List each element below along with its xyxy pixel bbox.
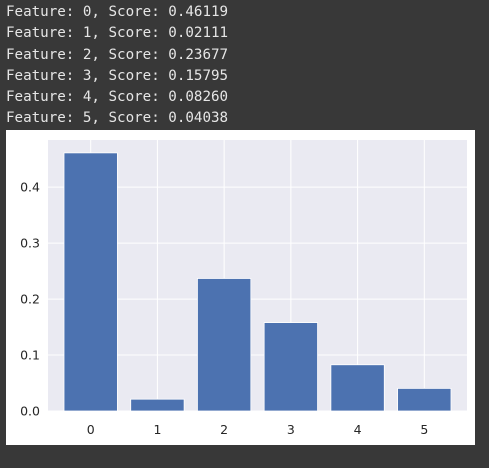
- bar-chart-svg: 0.0 0.1 0.2 0.3 0.4 0 1 2 3 4 5: [20, 140, 467, 437]
- x-axis-ticks: 0 1 2 3 4 5: [87, 422, 429, 437]
- feature-importance-chart: 0.0 0.1 0.2 0.3 0.4 0 1 2 3 4 5: [6, 130, 475, 445]
- plot-area: [48, 140, 467, 411]
- y-tick-label: 0.4: [20, 180, 40, 195]
- console-line: Feature: 3, Score: 0.15795: [6, 67, 229, 84]
- y-tick-label: 0.0: [20, 404, 40, 419]
- console-line: Feature: 4, Score: 0.08260: [6, 89, 229, 106]
- bar-feature-1: [130, 398, 185, 412]
- y-tick-label: 0.1: [20, 348, 40, 363]
- bar-feature-5: [397, 387, 452, 412]
- x-tick-label: 0: [87, 422, 95, 437]
- y-tick-label: 0.3: [20, 236, 40, 251]
- x-tick-label: 5: [420, 422, 428, 437]
- y-tick-label: 0.2: [20, 292, 40, 307]
- bars: [63, 152, 452, 412]
- console-output: Feature: 0, Score: 0.46119 Feature: 1, S…: [6, 2, 228, 130]
- bar-feature-3: [263, 322, 318, 412]
- console-line: Feature: 2, Score: 0.23677: [6, 46, 229, 63]
- console-line: Feature: 5, Score: 0.04038: [6, 110, 229, 127]
- console-line: Feature: 1, Score: 0.02111: [6, 25, 229, 42]
- x-tick-label: 1: [153, 422, 161, 437]
- bar-feature-2: [197, 278, 252, 412]
- x-tick-label: 2: [220, 422, 228, 437]
- x-tick-label: 4: [354, 422, 362, 437]
- bar-feature-0: [63, 152, 118, 412]
- x-tick-label: 3: [287, 422, 295, 437]
- y-axis-ticks: 0.0 0.1 0.2 0.3 0.4: [20, 180, 40, 419]
- bar-feature-4: [330, 364, 385, 412]
- console-line: Feature: 0, Score: 0.46119: [6, 4, 229, 20]
